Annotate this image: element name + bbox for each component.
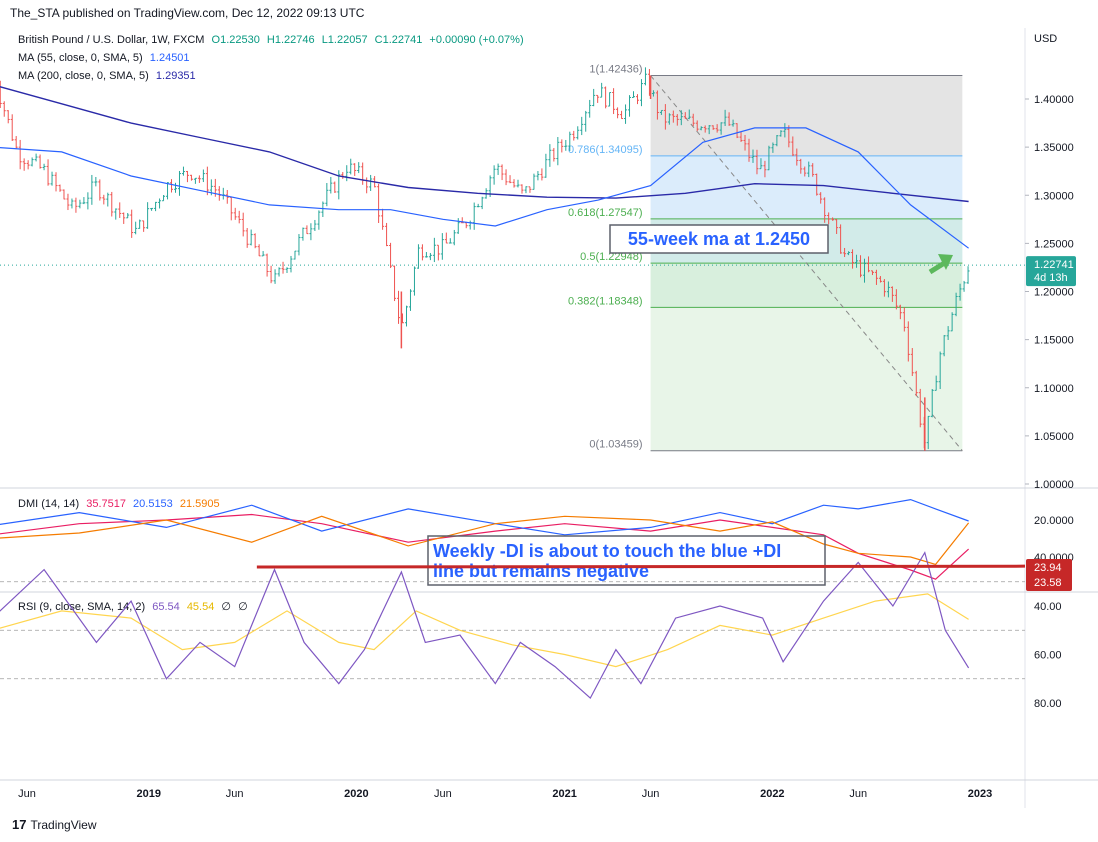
close-value: C1.22741 <box>374 34 423 46</box>
time-tick-label: Jun <box>434 788 452 800</box>
dmi-annotation-box <box>427 535 826 586</box>
rsi-empty-1: ∅ <box>221 601 231 613</box>
fib-zone <box>650 75 963 156</box>
time-tick-label: 2019 <box>137 788 161 800</box>
rsi-tick-label: 60.00 <box>1034 650 1062 662</box>
time-tick-label: Jun <box>226 788 244 800</box>
price-tick-label: 1.20000 <box>1034 287 1074 299</box>
currency-label: USD <box>1034 33 1058 45</box>
dmi-minus-line <box>0 515 970 566</box>
last-price-label: 1.22741 <box>1034 259 1074 271</box>
fib-level-label: 1(1.42436) <box>589 64 642 76</box>
support-tag-label: 23.58 <box>1034 577 1062 589</box>
arrow-head-icon <box>938 254 953 270</box>
price-tick-label: 1.25000 <box>1034 238 1074 250</box>
candles-group <box>0 67 970 450</box>
rsi-value: 65.54 <box>152 601 180 613</box>
fib-zone <box>650 263 963 308</box>
ma200-label: MA (200, close, 0, SMA, 5) <box>18 70 149 82</box>
ma200-line <box>0 86 969 203</box>
tradingview-footer[interactable]: 17 TradingView <box>12 817 97 832</box>
low-value: L1.22057 <box>321 34 368 46</box>
rsi-ma-value: 45.54 <box>186 601 215 613</box>
ma55-value: 1.24501 <box>149 52 190 64</box>
publisher-line: The_STA published on TradingView.com, De… <box>10 6 365 20</box>
dmi-minus-value: 21.5905 <box>179 498 220 510</box>
rsi-support-line <box>256 564 1026 569</box>
time-tick-label: 2022 <box>760 788 784 800</box>
dmi-adx-value: 35.7517 <box>86 498 126 510</box>
time-tick-label: Jun <box>849 788 867 800</box>
fib-level-label: 0.786(1.34095) <box>568 144 643 156</box>
rsi-line <box>0 551 970 700</box>
dmi-legend[interactable]: DMI (14, 14) 35.7517 20.5153 21.5905 <box>18 498 224 510</box>
symbol-legend: British Pound / U.S. Dollar, 1W, FXCM O1… <box>18 34 528 46</box>
fib-level-label: 0.382(1.18348) <box>568 295 643 307</box>
ma-annotation-text: 55-week ma at 1.2450 <box>628 229 810 249</box>
tradingview-logo-icon: 17 <box>12 817 27 832</box>
support-tag <box>1026 559 1072 592</box>
fib-zone <box>650 155 963 219</box>
ma55-legend[interactable]: MA (55, close, 0, SMA, 5) 1.24501 <box>18 52 194 64</box>
last-price-tag <box>1026 256 1076 287</box>
time-tick-label: 2021 <box>552 788 576 800</box>
rsi-tick-label: 40.00 <box>1034 601 1062 613</box>
time-tick-label: 2023 <box>968 788 992 800</box>
price-tick-label: 1.00000 <box>1034 479 1074 491</box>
footer-brand: TradingView <box>30 818 97 832</box>
ma55-label: MA (55, close, 0, SMA, 5) <box>18 52 143 64</box>
dmi-annotation-text: Weekly -DI is about to touch the blue +D… <box>433 541 781 581</box>
price-tick-label: 1.40000 <box>1034 94 1074 106</box>
ma200-value: 1.29351 <box>155 70 196 82</box>
price-tick-label: 1.05000 <box>1034 431 1074 443</box>
fib-zone <box>650 307 963 451</box>
support-tag-label: 23.94 <box>1034 562 1062 574</box>
fib-level-label: 0(1.03459) <box>589 439 642 451</box>
dmi-tick-label: 20.0000 <box>1034 515 1074 527</box>
price-tick-label: 1.10000 <box>1034 383 1074 395</box>
time-tick-label: Jun <box>18 788 36 800</box>
ma55-line <box>0 127 969 249</box>
symbol-title[interactable]: British Pound / U.S. Dollar, 1W, FXCM <box>18 34 205 46</box>
ma200-legend[interactable]: MA (200, close, 0, SMA, 5) 1.29351 <box>18 70 200 82</box>
ma-annotation-box <box>609 224 829 254</box>
fib-level-label: 0.618(1.27547) <box>568 207 643 219</box>
rsi-empty-2: ∅ <box>238 601 248 613</box>
price-tick-label: 1.30000 <box>1034 190 1074 202</box>
price-tick-label: 1.15000 <box>1034 335 1074 347</box>
countdown-label: 4d 13h <box>1034 272 1068 284</box>
time-tick-label: Jun <box>642 788 660 800</box>
rsi-ma-line <box>0 593 969 668</box>
dmi-title: DMI (14, 14) <box>18 498 80 510</box>
change-value: +0.00090 (+0.07%) <box>429 34 524 46</box>
dmi-plus-value: 20.5153 <box>133 498 173 510</box>
fib-level-label: 0.5(1.22948) <box>580 251 642 263</box>
price-tick-label: 1.35000 <box>1034 142 1074 154</box>
rsi-tick-label: 80.00 <box>1034 698 1062 710</box>
trendline <box>650 75 963 452</box>
high-value: H1.22746 <box>266 34 315 46</box>
time-tick-label: 2020 <box>344 788 368 800</box>
rsi-legend[interactable]: RSI (9, close, SMA, 14, 2) 65.54 45.54 ∅… <box>18 600 252 613</box>
dmi-plus-line <box>0 498 969 536</box>
open-value: O1.22530 <box>211 34 260 46</box>
rsi-title: RSI (9, close, SMA, 14, 2) <box>18 601 146 613</box>
dmi-adx-line <box>0 513 970 580</box>
